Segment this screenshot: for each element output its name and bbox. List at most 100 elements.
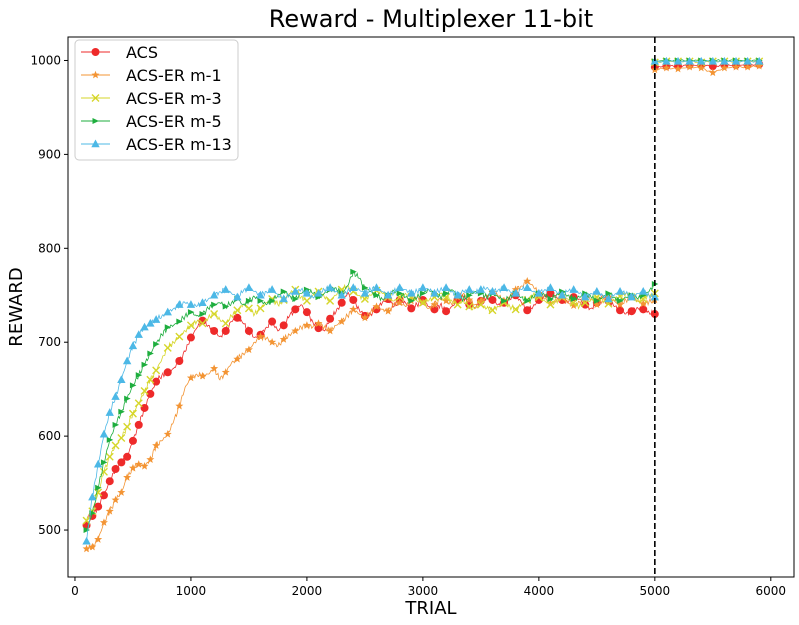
data-point: [111, 441, 120, 450]
data-point: [697, 56, 706, 65]
data-point: [557, 290, 567, 299]
data-point: [325, 283, 335, 291]
legend-box: [74, 39, 239, 161]
data-point: [221, 285, 230, 293]
data-point: [122, 356, 132, 365]
data-point: [163, 307, 172, 316]
plot-frame: [67, 36, 795, 578]
x-tick-label: 3000: [408, 584, 439, 598]
data-point: [135, 372, 143, 379]
data-point: [257, 297, 265, 304]
data-point: [465, 285, 474, 293]
legend-marker: [91, 70, 100, 79]
data-point: [534, 288, 544, 297]
data-point: [99, 518, 108, 526]
data-point: [546, 299, 555, 308]
data-point: [146, 375, 155, 384]
data-point: [488, 287, 497, 295]
data-point: [395, 298, 404, 307]
data-point: [302, 296, 311, 305]
data-point: [441, 283, 451, 291]
data-point: [499, 283, 509, 291]
data-point: [442, 307, 451, 316]
data-point: [349, 305, 358, 313]
data-point: [755, 56, 764, 65]
data-point: [233, 354, 242, 363]
data-point: [650, 292, 660, 301]
data-point: [581, 298, 590, 307]
data-point: [605, 290, 612, 297]
data-point: [209, 290, 219, 299]
data-point: [245, 297, 253, 304]
series-line: [654, 60, 760, 63]
data-point: [395, 283, 404, 291]
data-point: [569, 285, 578, 293]
data-point: [291, 326, 300, 335]
series-line: [86, 290, 656, 526]
data-point: [673, 56, 683, 65]
data-point: [443, 290, 450, 297]
data-point: [280, 288, 288, 295]
data-point: [279, 321, 288, 330]
data-point: [546, 300, 555, 309]
data-point: [105, 452, 114, 461]
data-point: [743, 56, 752, 65]
data-point: [674, 64, 683, 73]
data-point: [111, 392, 120, 400]
y-axis: 500 600 700 800 900 1000: [30, 53, 68, 537]
data-point: [93, 459, 103, 468]
data-point: [616, 300, 625, 309]
data-point: [83, 527, 91, 534]
data-point: [360, 295, 369, 304]
data-point: [221, 326, 230, 335]
data-point: [128, 463, 137, 472]
data-point: [523, 306, 532, 315]
data-point: [732, 62, 741, 71]
data-point: [134, 399, 143, 408]
x-tick-label: 1000: [176, 584, 207, 598]
series-line: [654, 65, 760, 74]
data-point: [88, 542, 97, 551]
data-point: [210, 310, 219, 319]
data-point: [373, 292, 380, 299]
legend-marker: [92, 118, 99, 124]
data-point: [175, 357, 184, 365]
data-point: [511, 288, 520, 297]
data-point: [546, 289, 555, 298]
series-5: [82, 56, 764, 545]
data-point: [662, 63, 671, 72]
data-point: [198, 298, 207, 306]
data-point: [326, 326, 335, 335]
data-point: [175, 401, 184, 410]
data-point: [720, 63, 729, 72]
y-tick-label: 900: [38, 147, 61, 161]
data-point: [128, 436, 137, 445]
chart-title: Reward - Multiplexer 11-bit: [269, 5, 593, 33]
data-point: [186, 300, 196, 308]
data-point: [124, 395, 131, 402]
data-point: [268, 317, 277, 326]
data-point: [430, 300, 439, 309]
data-point: [291, 305, 300, 314]
data-point: [731, 56, 741, 65]
data-point: [244, 283, 254, 291]
data-point: [708, 68, 717, 77]
data-point: [337, 317, 346, 325]
data-point: [743, 62, 752, 71]
data-point: [639, 287, 648, 295]
data-point: [511, 305, 520, 314]
data-point: [175, 332, 184, 341]
x-tick-label: 4000: [524, 584, 555, 598]
x-axis-label: TRIAL: [404, 598, 456, 619]
data-point: [442, 296, 451, 305]
x-axis: 0 1000 2000 3000 4000 5000 6000: [71, 577, 786, 598]
data-point: [105, 477, 114, 486]
data-point: [210, 364, 219, 372]
data-point: [708, 56, 718, 65]
data-point: [465, 295, 474, 304]
data-point: [453, 300, 462, 309]
data-point: [233, 292, 242, 301]
legend-entry: ACS: [126, 43, 158, 62]
data-point: [326, 296, 335, 305]
data-point: [152, 441, 161, 449]
